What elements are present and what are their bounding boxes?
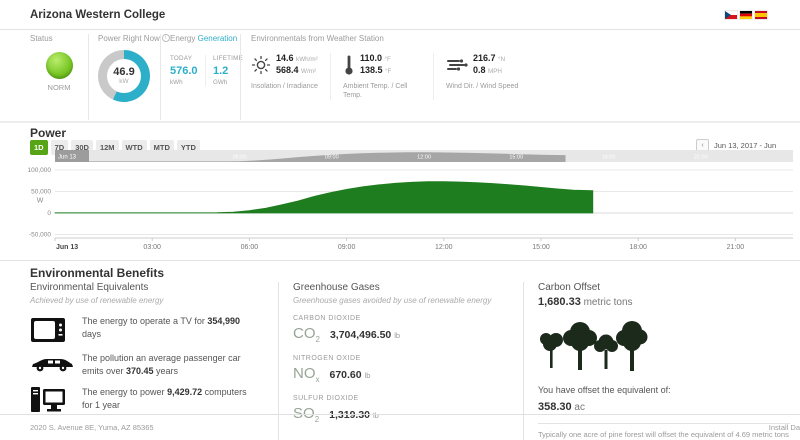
equivalent-computer: The energy to power 9,429.72 computers f…	[30, 386, 264, 414]
svg-text:12:00: 12:00	[435, 244, 453, 251]
energy-lifetime: LIFETIME 1.2 GWh	[205, 55, 243, 86]
equivalent-car: The pollution an average passenger car e…	[30, 352, 264, 377]
svg-text:W: W	[37, 197, 44, 204]
address: 2020 S. Avenue 8E, Yuma, AZ 85365	[30, 423, 154, 432]
offset-equivalent-label: You have offset the equivalent of:	[538, 385, 671, 395]
install-info: Install Da	[768, 423, 800, 432]
offset-heading: Carbon Offset	[538, 282, 601, 293]
benefits-title: Environmental Benefits	[30, 266, 165, 280]
svg-text:09:00: 09:00	[325, 155, 339, 161]
power-gauge: 46.9 kW	[98, 50, 150, 102]
section-divider	[0, 121, 800, 123]
generation-link[interactable]: Generation	[197, 34, 238, 43]
svg-text:21:00: 21:00	[694, 155, 708, 161]
environmentals-label: Environmentals from Weather Station	[251, 34, 384, 43]
trees-icon	[540, 321, 648, 371]
section-divider	[0, 260, 800, 261]
insolation-metric: 14.6 kWh/m² 568.4 W/m² Insolation / Irra…	[251, 53, 318, 90]
insolation-caption: Insolation / Irradiance	[251, 83, 318, 90]
power-now-label: Power Right Now	[98, 34, 160, 43]
car-icon	[32, 359, 73, 372]
equivalents-heading: Environmental Equivalents	[30, 282, 149, 293]
status-panel: Status NORM	[30, 34, 88, 120]
svg-text:50,000: 50,000	[31, 189, 51, 196]
wind-icon	[446, 59, 468, 71]
german-flag-icon[interactable]	[740, 11, 752, 19]
so2-symbol: SO2	[293, 405, 320, 424]
power-now-value: 46.9	[113, 66, 135, 78]
svg-text:06:00: 06:00	[241, 244, 259, 251]
svg-text:100,000: 100,000	[28, 167, 52, 174]
gases-subheading: Greenhouse gases avoided by use of renew…	[293, 296, 492, 305]
svg-text:03:00: 03:00	[143, 244, 161, 251]
czech-flag-icon[interactable]	[725, 11, 737, 19]
offset-footnote: Typically one acre of pine forest will o…	[538, 423, 790, 440]
svg-text:09:00: 09:00	[338, 244, 356, 251]
page-title: Arizona Western College	[30, 9, 166, 21]
svg-text:0: 0	[47, 210, 51, 217]
svg-text:15:00: 15:00	[509, 155, 523, 161]
tv-icon	[31, 318, 65, 342]
gas-co2: CARBON DIOXIDE CO2 3,704,496.50 lb	[293, 315, 401, 344]
gases-heading: Greenhouse Gases	[293, 282, 380, 293]
power-now-panel: Power Right Now i 46.9 kW	[88, 34, 170, 120]
power-section-title: Power	[30, 126, 67, 140]
svg-text:18:00: 18:00	[602, 155, 616, 161]
range-button-1d[interactable]: 1D	[30, 140, 48, 155]
wind-caption: Wind Dir. / Wind Speed	[445, 83, 519, 90]
svg-text:21:00: 21:00	[727, 244, 745, 251]
energy-lifetime-value: 1.2	[213, 65, 229, 77]
svg-text:06:00: 06:00	[233, 155, 247, 161]
status-value: NORM	[47, 83, 71, 92]
wind-metric: 216.7 °N 0.8 MPH Wind Dir. / Wind Speed	[432, 53, 530, 101]
energy-today: TODAY 576.0 kWh	[170, 55, 205, 86]
spanish-flag-icon[interactable]	[755, 11, 767, 19]
offset-column: Carbon Offset 1,680.33 metric tons	[523, 282, 790, 440]
sun-icon	[251, 55, 271, 75]
svg-text:Jun 13: Jun 13	[58, 155, 77, 161]
svg-text:15:00: 15:00	[532, 244, 550, 251]
energy-panel: Energy Generation TODAY 576.0 kWh LIFETI…	[160, 34, 243, 120]
power-now-unit: kW	[119, 78, 129, 85]
benefits-columns: Environmental Equivalents Achieved by us…	[30, 282, 790, 440]
equivalent-tv: The energy to operate a TV for 354,990 d…	[30, 315, 264, 343]
gases-column: Greenhouse Gases Greenhouse gases avoide…	[278, 282, 523, 440]
svg-text:18:00: 18:00	[629, 244, 647, 251]
nox-symbol: NOx	[293, 365, 320, 384]
thermometer-icon	[345, 55, 353, 75]
power-chart[interactable]: Jun 13 06:00 09:00 12:00 15:00 18:00 21:00 100,…	[0, 150, 800, 260]
energy-label: Energy	[170, 34, 196, 43]
status-label: Status	[30, 34, 53, 43]
svg-text:-50,000: -50,000	[29, 232, 51, 239]
svg-text:12:00: 12:00	[417, 155, 431, 161]
computer-icon	[31, 387, 65, 413]
gas-nox: NITROGEN OXIDE NOx 670.60 lb	[293, 355, 371, 384]
co2-symbol: CO2	[293, 325, 320, 344]
environmentals-panel: Environmentals from Weather Station	[240, 34, 794, 120]
date-range-label: Jun 13, 2017 - Jun	[714, 141, 777, 150]
temperature-caption: Ambient Temp. / Cell Temp.	[342, 83, 408, 100]
svg-text:Jun 13: Jun 13	[56, 244, 78, 251]
footer: 2020 S. Avenue 8E, Yuma, AZ 85365 Instal…	[0, 414, 800, 440]
header: Arizona Western College	[0, 0, 800, 30]
info-icon[interactable]: i	[161, 34, 170, 42]
equivalents-subheading: Achieved by use of renewable energy	[30, 296, 164, 305]
language-flags	[725, 11, 767, 19]
stats-row: Status NORM Power Right Now i 46.9 kW Ene…	[30, 34, 794, 120]
status-indicator	[45, 52, 73, 79]
temperature-metric: 110.0 °F 138.5 °F Ambient Temp. / Cell T…	[329, 53, 433, 101]
gas-so2: SULFUR DIOXIDE SO2 1,319.30 lb	[293, 395, 379, 424]
equivalents-column: Environmental Equivalents Achieved by us…	[30, 282, 278, 440]
energy-today-value: 576.0	[170, 65, 198, 77]
